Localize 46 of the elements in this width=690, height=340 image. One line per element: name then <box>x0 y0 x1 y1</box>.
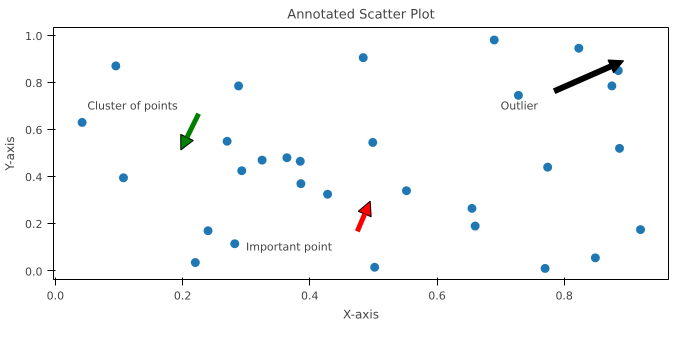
point <box>358 53 368 62</box>
point <box>234 81 244 90</box>
point <box>636 225 646 234</box>
point <box>467 204 476 213</box>
point <box>323 190 332 199</box>
point <box>222 136 232 146</box>
y-tick-label: 1.0 <box>25 30 43 43</box>
point <box>78 118 87 127</box>
x-tick-label: 0.2 <box>174 290 192 302</box>
point <box>490 35 499 44</box>
y-tick-label: 0.0 <box>25 265 43 278</box>
point <box>237 166 246 176</box>
point <box>574 44 584 53</box>
point <box>540 264 550 273</box>
annotation: Important point <box>246 240 333 254</box>
point <box>296 179 306 188</box>
point <box>118 173 128 182</box>
x-tick-label: 0.8 <box>555 290 573 302</box>
annotation: Cluster of points <box>87 99 178 112</box>
x-tick-label: 0.4 <box>301 290 319 302</box>
chart-title: Annotated Scatter Plot <box>287 8 435 22</box>
point <box>204 226 213 236</box>
y-axis-title: Y-axis <box>3 136 18 172</box>
x-tick-label: 0.0 <box>46 290 64 302</box>
point <box>190 258 200 268</box>
x-tick-label: 0.6 <box>428 290 446 302</box>
point <box>368 138 378 147</box>
point <box>296 156 305 166</box>
point <box>258 156 267 165</box>
x-axis-title: X-axis <box>343 308 380 322</box>
point <box>370 262 380 272</box>
point <box>607 81 616 90</box>
point <box>111 61 120 70</box>
y-tick-label: 0.8 <box>25 76 43 90</box>
point <box>543 162 552 172</box>
point <box>402 186 411 196</box>
point <box>230 239 240 248</box>
y-tick-label: 0.4 <box>25 171 43 184</box>
y-tick-label: 0.2 <box>25 218 43 232</box>
point <box>470 222 480 231</box>
point <box>514 90 523 100</box>
point <box>615 144 624 153</box>
point <box>282 153 292 162</box>
y-tick-label: 0.6 <box>25 124 43 137</box>
annotation: Outlier <box>500 99 538 112</box>
point <box>590 253 600 262</box>
